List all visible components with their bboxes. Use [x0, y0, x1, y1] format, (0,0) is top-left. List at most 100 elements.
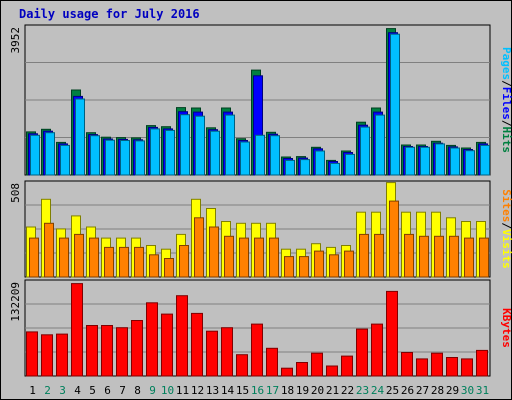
bar-pages-day-6	[105, 139, 115, 176]
bar-pages-day-17	[270, 135, 280, 176]
x-tick-label-day-19: 19	[296, 384, 309, 397]
bar-kbytes-day-29	[446, 357, 458, 377]
x-tick-label-day-1: 1	[29, 384, 36, 397]
x-axis-labels: 1 2 3 4 5 6 7 8 9 10 11 12 13 14 15 16 17 18 19 20 21 22 23 24 2…	[29, 384, 489, 397]
bar-sites-day-6	[104, 246, 114, 278]
bar-sites-day-28	[434, 235, 444, 278]
x-tick-label-day-12: 12	[191, 384, 204, 397]
bar-pages-day-23	[360, 126, 370, 176]
bar-pages-day-24	[375, 114, 385, 176]
bar-pages-day-29	[450, 147, 460, 176]
bar-sites-day-22	[344, 250, 354, 278]
legend-item-pages: Pages	[500, 47, 512, 80]
bar-kbytes-day-21	[326, 365, 338, 377]
bar-sites-day-27	[419, 235, 429, 278]
bar-sites-day-25	[389, 200, 399, 278]
x-tick-label-day-11: 11	[176, 384, 189, 397]
bar-sites-day-9	[149, 254, 159, 278]
bar-pages-day-16	[255, 134, 265, 176]
x-tick-label-day-29: 29	[446, 384, 459, 397]
bar-sites-day-24	[374, 233, 384, 278]
bar-kbytes-day-12	[191, 312, 203, 377]
legend-visits-sites: Sites/Visits	[500, 189, 512, 269]
bar-pages-day-8	[135, 140, 145, 176]
bar-kbytes-day-18	[281, 367, 293, 377]
bar-pages-day-10	[165, 129, 175, 176]
bar-kbytes-day-5	[86, 325, 98, 377]
bar-pages-day-13	[210, 130, 220, 176]
legend-item-hits: Hits	[500, 127, 512, 154]
bar-kbytes-day-8	[131, 320, 143, 377]
bar-sites-day-11	[179, 245, 189, 278]
bar-kbytes-day-28	[431, 352, 443, 377]
bar-kbytes-day-22	[341, 355, 353, 377]
bar-kbytes-day-16	[251, 323, 263, 377]
x-tick-label-day-26: 26	[401, 384, 414, 397]
legend-item-sites: Sites	[500, 189, 512, 222]
bar-pages-day-2	[45, 132, 55, 176]
bar-kbytes-day-3	[56, 333, 68, 377]
bar-sites-day-30	[464, 237, 474, 278]
bar-sites-day-12	[194, 217, 204, 278]
bar-pages-day-21	[330, 162, 340, 176]
bar-pages-day-5	[90, 135, 100, 176]
legend-item-visits: Visits	[500, 229, 512, 269]
legend-item-files: Files	[500, 87, 512, 120]
x-tick-label-day-8: 8	[134, 384, 141, 397]
chart-title: Daily usage for July 2016	[19, 7, 200, 21]
bar-kbytes-day-26	[401, 352, 413, 377]
bar-sites-day-3	[59, 237, 69, 278]
bar-pages-day-30	[465, 150, 475, 176]
bar-pages-day-14	[225, 114, 235, 176]
bar-sites-day-20	[314, 250, 324, 278]
scale-label-kbytes: 132209	[9, 282, 22, 322]
legend-separator: /	[500, 80, 512, 87]
x-tick-label-day-6: 6	[104, 384, 111, 397]
x-tick-label-day-3: 3	[59, 384, 66, 397]
bar-sites-day-13	[209, 226, 219, 278]
bar-sites-day-23	[359, 233, 369, 278]
bar-kbytes-day-31	[476, 349, 488, 377]
bar-sites-day-2	[44, 222, 54, 278]
bar-sites-day-5	[89, 237, 99, 278]
bar-sites-day-8	[134, 246, 144, 278]
bar-kbytes-day-1	[26, 331, 38, 377]
bar-kbytes-day-10	[161, 313, 173, 377]
bar-pages-day-27	[420, 146, 430, 176]
bar-pages-day-1	[30, 134, 40, 176]
bar-kbytes-day-9	[146, 302, 158, 377]
bar-kbytes-day-30	[461, 358, 473, 377]
x-tick-label-day-16: 16	[251, 384, 264, 397]
bar-kbytes-day-19	[296, 362, 308, 377]
scale-label-hits-files-pages: 3952	[9, 27, 22, 54]
panel-kbytes: 132209 KBytes	[9, 279, 512, 377]
bar-kbytes-day-2	[41, 334, 53, 377]
bar-pages-day-11	[180, 114, 190, 176]
x-tick-label-day-20: 20	[311, 384, 324, 397]
bar-kbytes-day-6	[101, 325, 113, 377]
bar-pages-day-28	[435, 143, 445, 176]
x-tick-label-day-27: 27	[416, 384, 429, 397]
bar-sites-day-29	[449, 235, 459, 278]
x-tick-label-day-28: 28	[431, 384, 444, 397]
x-tick-label-day-7: 7	[119, 384, 126, 397]
bar-sites-day-4	[74, 233, 84, 278]
bar-kbytes-day-20	[311, 352, 323, 377]
legend-hits-files-pages: Pages/Files/Hits	[500, 47, 512, 153]
bar-sites-day-15	[239, 237, 249, 278]
bar-pages-day-7	[120, 140, 130, 176]
x-tick-label-day-10: 10	[161, 384, 174, 397]
bar-sites-day-19	[299, 256, 309, 278]
x-tick-label-day-24: 24	[371, 384, 385, 397]
legend-item-kbytes: KBytes	[500, 308, 512, 348]
bar-kbytes-day-11	[176, 295, 188, 377]
legend-separator: /	[500, 120, 512, 127]
x-tick-label-day-17: 17	[266, 384, 279, 397]
bar-kbytes-day-17	[266, 347, 278, 377]
bar-pages-day-12	[195, 115, 205, 176]
x-tick-label-day-2: 2	[44, 384, 51, 397]
bar-pages-day-9	[150, 128, 160, 176]
legend-separator: /	[500, 222, 512, 229]
